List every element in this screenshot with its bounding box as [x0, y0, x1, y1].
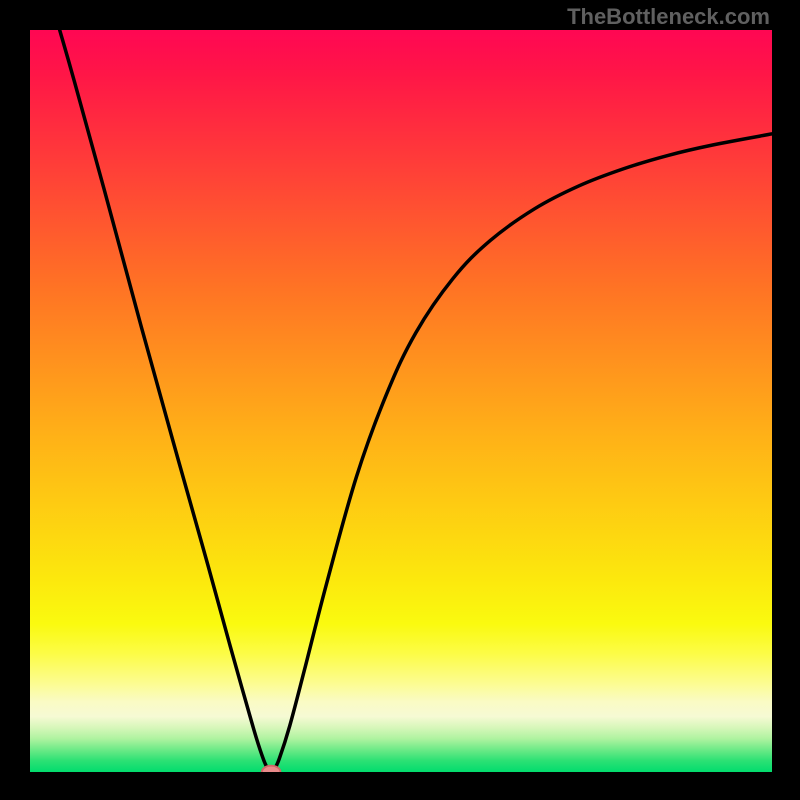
minimum-marker-icon	[262, 766, 281, 772]
chart-container: TheBottleneck.com	[0, 0, 800, 800]
plot-area	[30, 30, 772, 772]
bottleneck-curve	[30, 30, 772, 772]
curve-left-branch	[60, 30, 269, 770]
watermark-label: TheBottleneck.com	[567, 4, 770, 30]
curve-right-branch	[274, 134, 772, 770]
